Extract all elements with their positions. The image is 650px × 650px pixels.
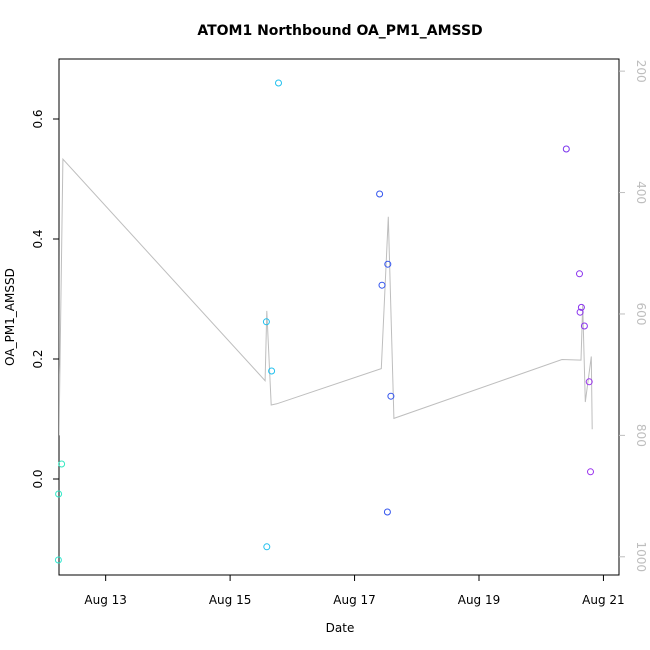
- chart-title: ATOM1 Northbound OA_PM1_AMSSD: [197, 23, 482, 39]
- y-tick-label-2: 0.2: [31, 349, 45, 368]
- series-line: [59, 157, 593, 436]
- x-tick-label-2: Aug 15: [209, 593, 252, 607]
- x-axis: Aug 13 Aug 15 Aug 17 Aug 19 Aug 21: [84, 575, 625, 607]
- data-point-5: [262, 318, 270, 326]
- data-point-3: [58, 460, 66, 468]
- y-axis: 0.0 0.2 0.4 0.6: [31, 109, 59, 489]
- data-point-14: [576, 270, 583, 278]
- right-y-axis: 200 400 600 800 1000: [619, 60, 648, 572]
- x-tick-label-4: Aug 19: [458, 593, 501, 607]
- data-point-13: [562, 145, 570, 153]
- data-point-19: [587, 468, 594, 476]
- data-point-17: [580, 322, 588, 330]
- data-point-18: [585, 378, 593, 386]
- data-point-8: [376, 190, 384, 198]
- y-tick-label-1: 0.0: [31, 469, 45, 488]
- y-tick-label-4: 0.6: [31, 109, 45, 128]
- plot-frame: [58, 58, 620, 576]
- x-axis-label: Date: [326, 621, 355, 635]
- y-tick-label-3: 0.4: [31, 229, 45, 248]
- data-point-2: [55, 490, 63, 498]
- data-point-7: [275, 79, 282, 87]
- data-point-12: [387, 392, 395, 400]
- data-point-6: [268, 367, 276, 375]
- y-axis-label: OA_PM1_AMSSD: [3, 268, 17, 366]
- data-point-1: [54, 556, 62, 564]
- data-point-15: [577, 303, 585, 311]
- right-axis-line-layer: [59, 157, 593, 436]
- x-tick-label-1: Aug 13: [84, 593, 127, 607]
- data-point-4: [263, 543, 271, 551]
- x-tick-label-5: Aug 21: [582, 593, 625, 607]
- right-tick-label-4: 800: [634, 424, 648, 447]
- right-tick-label-1: 200: [634, 60, 648, 83]
- data-point-9: [378, 281, 386, 289]
- data-point-11: [383, 508, 391, 516]
- right-tick-label-2: 400: [634, 181, 648, 204]
- data-point-16: [576, 308, 584, 316]
- x-tick-label-3: Aug 17: [333, 593, 376, 607]
- points-layer: [54, 79, 594, 564]
- right-tick-label-5: 1000: [634, 542, 648, 573]
- right-tick-label-3: 600: [634, 303, 648, 326]
- data-point-10: [384, 260, 392, 268]
